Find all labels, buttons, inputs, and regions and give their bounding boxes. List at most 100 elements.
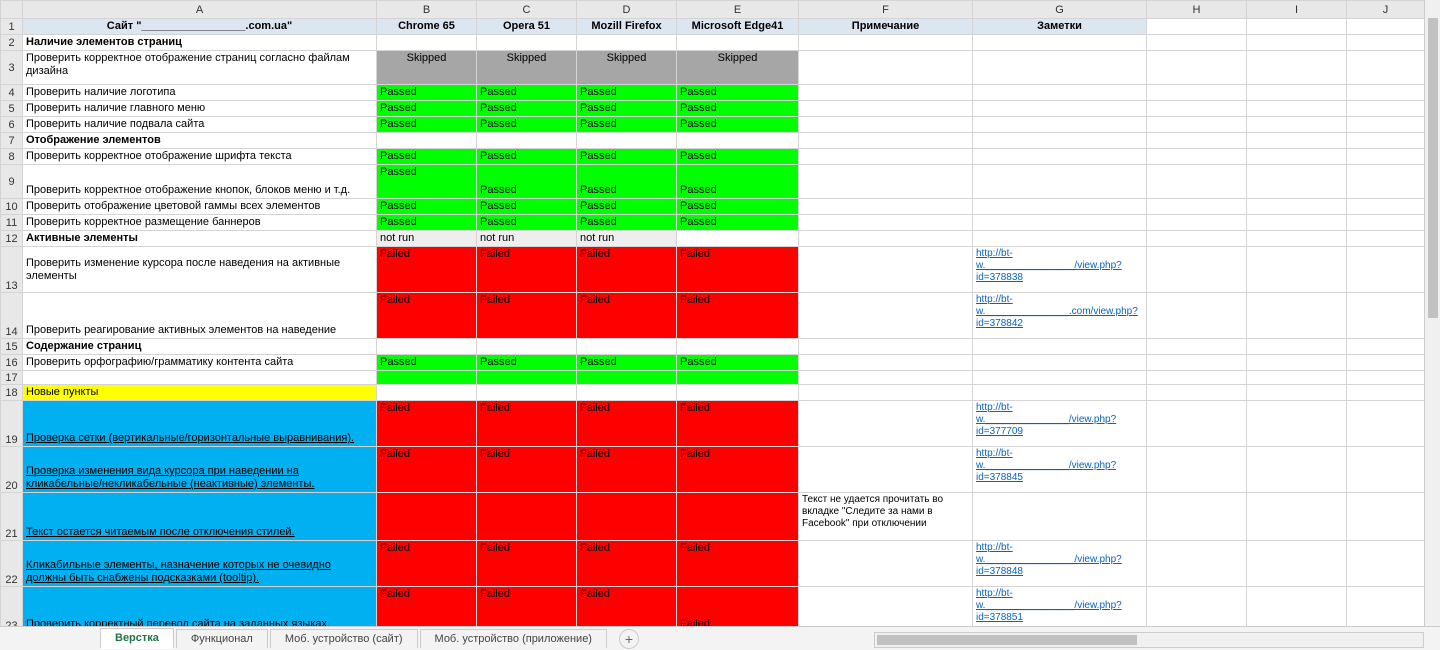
cell-A22[interactable]: Кликабильные элементы, назначение которы… [23,541,377,587]
cell-C4[interactable]: Passed [477,85,577,101]
cell-F18[interactable] [799,385,973,401]
row-header-21[interactable]: 21 [1,493,23,541]
bug-link[interactable]: http://bt-w.________________/view.php?id… [976,248,1143,284]
cell-H16[interactable] [1147,355,1247,371]
col-header-D[interactable]: D [577,1,677,19]
cell-G12[interactable] [973,231,1147,247]
cell-G20[interactable]: http://bt-w._______________/view.php?id=… [973,447,1147,493]
cell-J3[interactable] [1347,51,1425,85]
cell-E12[interactable] [677,231,799,247]
cell-J14[interactable] [1347,293,1425,339]
cell-C16[interactable]: Passed [477,355,577,371]
col-header-A[interactable]: A [23,1,377,19]
cell-E14[interactable]: Failed [677,293,799,339]
cell-E16[interactable]: Passed [677,355,799,371]
cell-B19[interactable]: Failed [377,401,477,447]
cell-F7[interactable] [799,133,973,149]
row-header-11[interactable]: 11 [1,215,23,231]
cell-B10[interactable]: Passed [377,199,477,215]
cell-G15[interactable] [973,339,1147,355]
cell-F5[interactable] [799,101,973,117]
cell-H5[interactable] [1147,101,1247,117]
cell-J7[interactable] [1347,133,1425,149]
cell-D4[interactable]: Passed [577,85,677,101]
cell-C17[interactable] [477,371,577,385]
cell-G16[interactable] [973,355,1147,371]
cell-C8[interactable]: Passed [477,149,577,165]
cell-I17[interactable] [1247,371,1347,385]
cell-G17[interactable] [973,371,1147,385]
cell-E3[interactable]: Skipped [677,51,799,85]
cell-D21[interactable] [577,493,677,541]
col-header-J[interactable]: J [1347,1,1425,19]
cell-D16[interactable]: Passed [577,355,677,371]
cell-B1[interactable]: Chrome 65 [377,19,477,35]
horizontal-scrollbar[interactable] [874,632,1424,648]
cell-F16[interactable] [799,355,973,371]
cell-I23[interactable] [1247,587,1347,627]
cell-J23[interactable] [1347,587,1425,627]
cell-E15[interactable] [677,339,799,355]
cell-D11[interactable]: Passed [577,215,677,231]
cell-G2[interactable] [973,35,1147,51]
cell-C22[interactable]: Failed [477,541,577,587]
cell-B22[interactable]: Failed [377,541,477,587]
cell-H22[interactable] [1147,541,1247,587]
row-header-4[interactable]: 4 [1,85,23,101]
cell-F15[interactable] [799,339,973,355]
cell-D3[interactable]: Skipped [577,51,677,85]
cell-E11[interactable]: Passed [677,215,799,231]
bug-link[interactable]: http://bt-w._______________.com/view.php… [976,294,1143,330]
cell-B18[interactable] [377,385,477,401]
cell-C3[interactable]: Skipped [477,51,577,85]
bug-link[interactable]: http://bt-w._______________/view.php?id=… [976,402,1143,438]
cell-F11[interactable] [799,215,973,231]
cell-H20[interactable] [1147,447,1247,493]
cell-G8[interactable] [973,149,1147,165]
cell-A3[interactable]: Проверить корректное отображение страниц… [23,51,377,85]
cell-H19[interactable] [1147,401,1247,447]
cell-H4[interactable] [1147,85,1247,101]
cell-G13[interactable]: http://bt-w.________________/view.php?id… [973,247,1147,293]
cell-A18[interactable]: Новые пункты [23,385,377,401]
cell-B2[interactable] [377,35,477,51]
cell-J10[interactable] [1347,199,1425,215]
cell-H17[interactable] [1147,371,1247,385]
cell-H8[interactable] [1147,149,1247,165]
cell-I8[interactable] [1247,149,1347,165]
cell-A6[interactable]: Проверить наличие подвала сайта [23,117,377,133]
cell-I16[interactable] [1247,355,1347,371]
cell-D20[interactable]: Failed [577,447,677,493]
cell-F23[interactable] [799,587,973,627]
cell-I5[interactable] [1247,101,1347,117]
cell-F22[interactable] [799,541,973,587]
row-header-14[interactable]: 14 [1,293,23,339]
cell-G6[interactable] [973,117,1147,133]
row-header-5[interactable]: 5 [1,101,23,117]
cell-A14[interactable]: Проверить реагирование активных элементо… [23,293,377,339]
cell-A11[interactable]: Проверить корректное размещение баннеров [23,215,377,231]
cell-J11[interactable] [1347,215,1425,231]
cell-D23[interactable]: Failed [577,587,677,627]
cell-B16[interactable]: Passed [377,355,477,371]
cell-H14[interactable] [1147,293,1247,339]
cell-H3[interactable] [1147,51,1247,85]
cell-C13[interactable]: Failed [477,247,577,293]
cell-B20[interactable]: Failed [377,447,477,493]
cell-C14[interactable]: Failed [477,293,577,339]
cell-F14[interactable] [799,293,973,339]
cell-A17[interactable] [23,371,377,385]
cell-C20[interactable]: Failed [477,447,577,493]
cell-E23[interactable]: Failed [677,587,799,627]
cell-C10[interactable]: Passed [477,199,577,215]
cell-G18[interactable] [973,385,1147,401]
cell-F9[interactable] [799,165,973,199]
cell-H1[interactable] [1147,19,1247,35]
row-header-13[interactable]: 13 [1,247,23,293]
cell-D1[interactable]: Mozill Firefox [577,19,677,35]
add-sheet-button[interactable]: + [619,629,639,649]
cell-G5[interactable] [973,101,1147,117]
cell-A8[interactable]: Проверить корректное отображение шрифта … [23,149,377,165]
cell-J12[interactable] [1347,231,1425,247]
cell-A20[interactable]: Проверка изменения вида курсора при наве… [23,447,377,493]
